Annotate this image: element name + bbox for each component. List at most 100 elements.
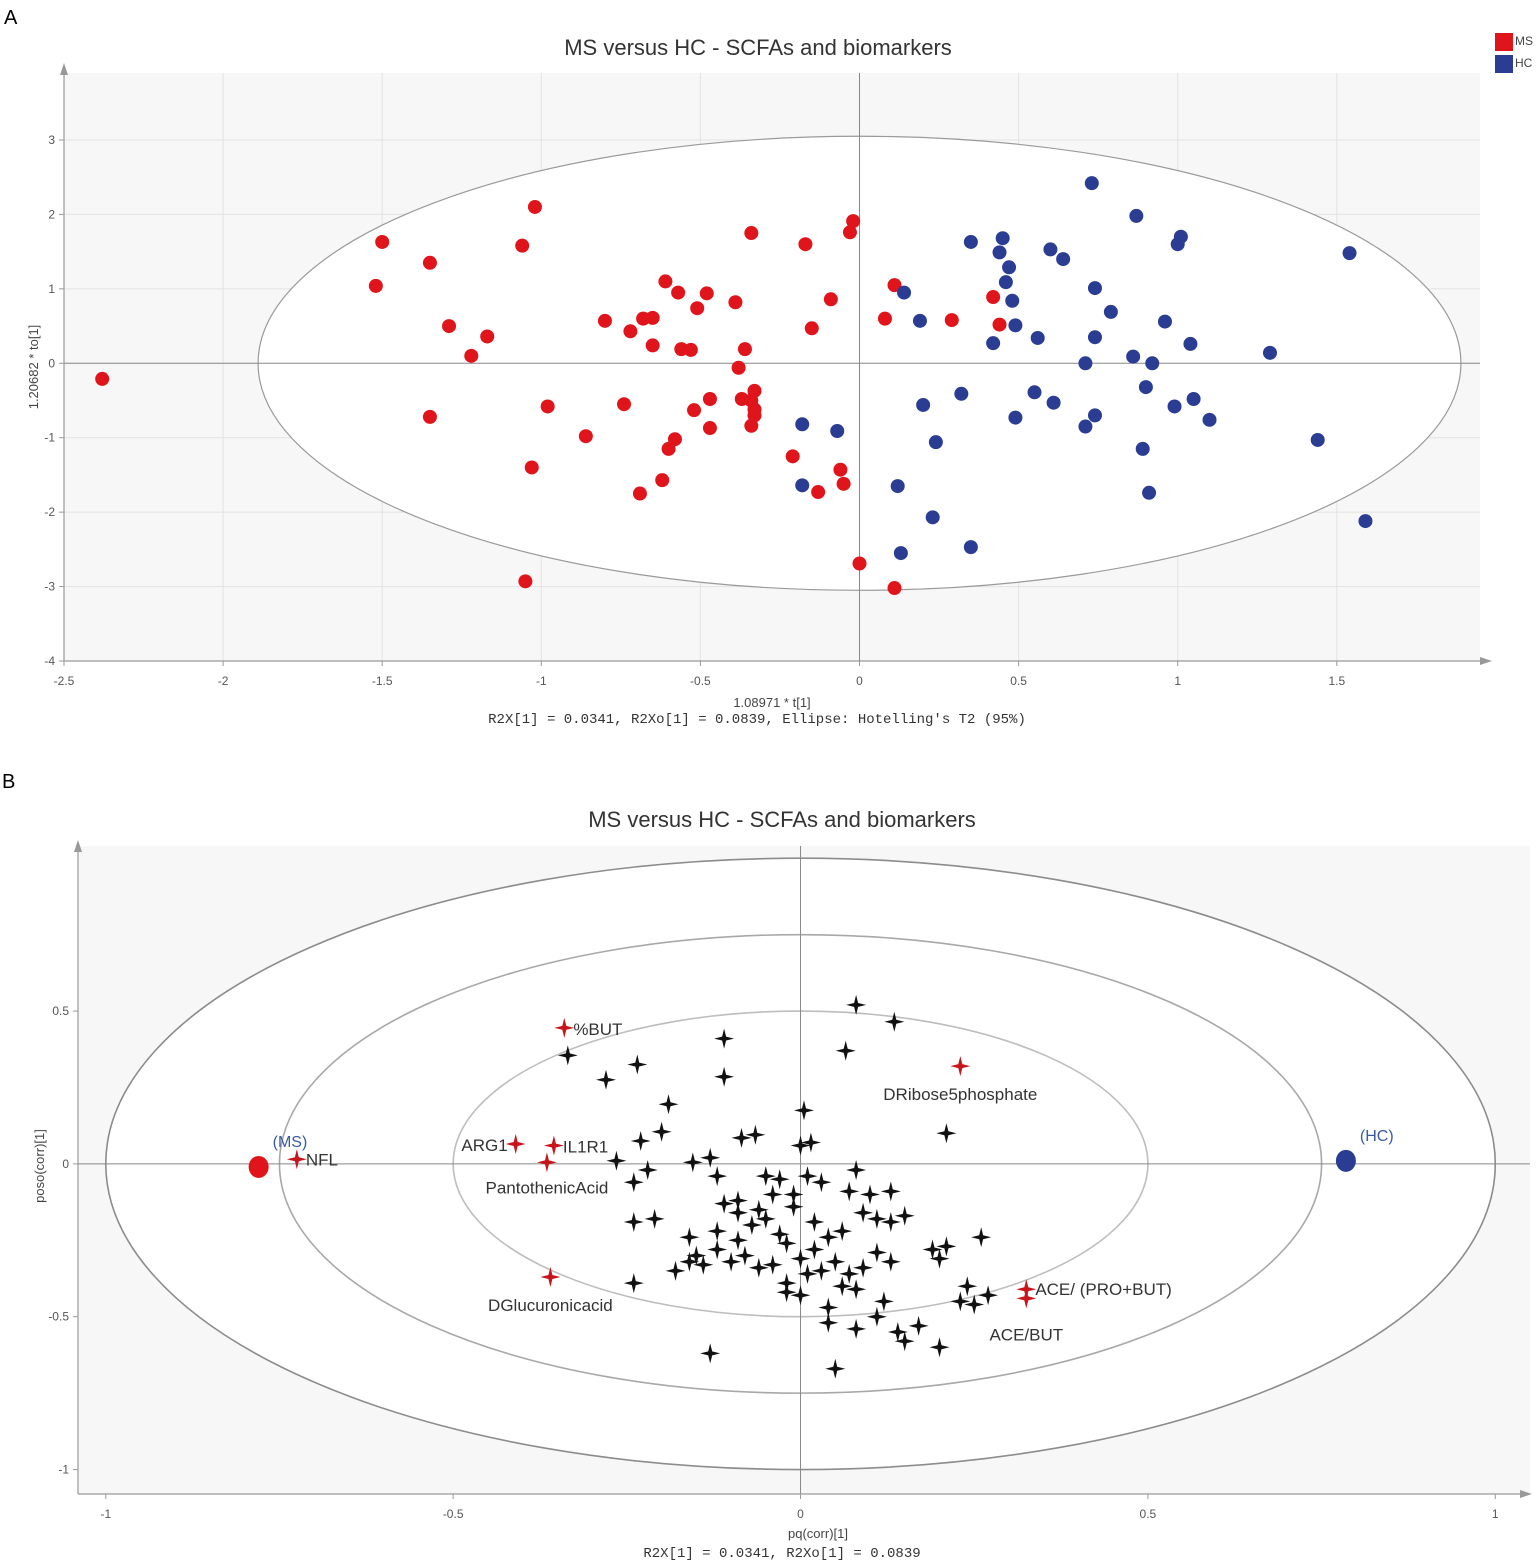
variable-marker-36 [707, 1221, 728, 1242]
hc-point-30 [1087, 330, 1102, 345]
highlight-marker-5 [950, 1056, 971, 1077]
ms-point-16 [623, 324, 638, 339]
y-tick-label-3: -1 [58, 1463, 69, 1477]
highlight-label-8: ACE/BUT [989, 1325, 1063, 1344]
hc-point-44 [1186, 392, 1201, 407]
variable-marker-86 [908, 1315, 929, 1336]
hc-point-25 [1056, 252, 1071, 267]
hc-point-46 [1262, 345, 1277, 360]
y-tick-label-0: 3 [48, 133, 55, 147]
ms-point-45 [823, 292, 838, 307]
highlight-marker-8 [1016, 1288, 1037, 1309]
variable-marker-11 [606, 1150, 627, 1171]
ms-point-8 [515, 238, 530, 253]
hc-point-5 [893, 546, 908, 561]
hc-point-2 [830, 424, 845, 439]
panel-b-letter: B [2, 771, 15, 793]
ms-point-15 [617, 397, 632, 412]
hc-point-13 [986, 336, 1001, 351]
ms-point-35 [737, 342, 752, 357]
hc-point-21 [1027, 385, 1042, 400]
legend-ms-swatch [1495, 33, 1513, 51]
ms-point-28 [687, 403, 702, 418]
ms-point-27 [683, 342, 698, 357]
hc-point-14 [992, 245, 1007, 260]
hc-point-29 [1087, 281, 1102, 296]
ms-point-30 [699, 286, 714, 301]
hc-point-40 [1167, 399, 1182, 414]
variable-marker-39 [741, 1215, 762, 1235]
legend-ms-label: MS [1515, 34, 1533, 48]
variable-marker-19 [936, 1123, 957, 1144]
variable-marker-91 [776, 1282, 797, 1303]
hc-point-23 [1043, 242, 1058, 257]
variable-marker-18 [790, 1135, 811, 1156]
y-tick-label-0: 0.5 [52, 1004, 69, 1018]
highlight-label-2: ARG1 [461, 1136, 507, 1155]
highlight-label-4: PantothenicAcid [486, 1178, 609, 1197]
group-hc-marker [1335, 1149, 1356, 1172]
ms-point-53 [877, 311, 892, 326]
hc-point-35 [1135, 441, 1150, 456]
ms-point-0 [95, 371, 110, 386]
panel-b-tick-labels: -1 -0.5 0 0.5 1 0.5 0 -0.5 -1 [48, 1004, 1499, 1521]
ms-point-52 [852, 556, 867, 571]
ms-point-7 [480, 329, 495, 344]
y-tick-label-2: 1 [48, 282, 55, 296]
legend-hc-swatch [1495, 55, 1513, 73]
variable-marker-89 [700, 1343, 721, 1364]
x-tick-label-2: -1.5 [372, 674, 393, 688]
variable-marker-21 [707, 1166, 728, 1187]
variable-marker-70 [818, 1297, 839, 1318]
variable-marker-65 [866, 1242, 887, 1263]
panel-b-ylabel: poso(corr)[1] [32, 1129, 47, 1203]
variable-marker-60 [790, 1248, 811, 1269]
x-axis-arrow [1520, 1490, 1532, 1498]
ms-point-2 [368, 278, 383, 293]
panel-b-stats: R2X[1] = 0.0341, R2Xo[1] = 0.0839 [643, 1546, 920, 1562]
variable-marker-38 [728, 1202, 748, 1223]
variable-marker-9 [651, 1121, 672, 1142]
variable-marker-27 [811, 1172, 832, 1193]
hc-point-31 [1087, 408, 1102, 423]
panel-a-title: MS versus HC - SCFAs and biomarkers [564, 35, 952, 60]
variable-marker-6 [596, 1069, 616, 1090]
y-tick-label-7: -4 [44, 654, 55, 668]
hc-point-3 [897, 285, 912, 300]
hc-point-43 [1183, 336, 1198, 351]
variable-marker-95 [762, 1184, 783, 1205]
variable-marker-59 [776, 1233, 797, 1254]
hc-point-28 [1084, 176, 1099, 191]
variable-marker-48 [880, 1212, 901, 1232]
hc-point-10 [954, 386, 969, 401]
hc-point-26 [1078, 356, 1093, 371]
y-tick-label-2: -0.5 [48, 1310, 69, 1324]
variable-marker-43 [804, 1212, 825, 1232]
y-tick-label-1: 0 [62, 1157, 69, 1171]
variable-marker-78 [950, 1291, 971, 1312]
ms-point-13 [578, 429, 593, 444]
variable-marker-34 [679, 1227, 700, 1248]
panel-b-highlighted-variables: NFL %BUT ARG1 IL1R1 PantothenicAcid DRibose5p… [286, 1017, 1172, 1344]
variable-marker-82 [866, 1306, 887, 1327]
variable-marker-30 [880, 1181, 901, 1202]
variable-marker-90 [623, 1273, 644, 1294]
variable-marker-14 [731, 1127, 752, 1148]
ms-point-10 [524, 460, 539, 475]
ms-point-47 [811, 485, 826, 500]
variable-marker-84 [846, 1318, 867, 1339]
ms-point-32 [702, 421, 717, 436]
ms-point-19 [645, 338, 660, 353]
variable-marker-76 [971, 1227, 992, 1248]
variable-marker-4 [714, 1066, 735, 1087]
variable-marker-15 [745, 1124, 766, 1145]
highlight-marker-2 [505, 1134, 526, 1154]
variable-marker-74 [929, 1248, 950, 1269]
variable-marker-24 [769, 1169, 790, 1190]
hc-point-6 [912, 313, 927, 328]
hc-point-19 [1008, 318, 1023, 333]
x-tick-label-4: -0.5 [690, 674, 711, 688]
highlight-marker-1 [554, 1017, 575, 1038]
variable-marker-73 [922, 1239, 943, 1260]
